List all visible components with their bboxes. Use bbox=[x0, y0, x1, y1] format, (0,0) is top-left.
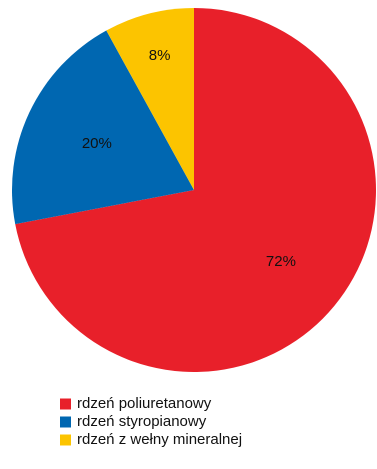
legend-label-rdzen-poliuretanowy: rdzeń poliuretanowy bbox=[77, 395, 212, 412]
legend-swatch-rdzen-poliuretanowy bbox=[60, 398, 71, 410]
legend-swatch-rdzen-z-welny-mineralnej bbox=[60, 434, 71, 446]
pie-slice-rdzen-z-welny-mineralnej bbox=[106, 8, 194, 190]
slice-value-label-rdzen-z-welny-mineralnej: 8% bbox=[149, 47, 171, 64]
legend-label-rdzen-styropianowy: rdzeń styropianowy bbox=[77, 413, 207, 430]
pie-slice-rdzen-styropianowy bbox=[11, 30, 194, 225]
pie-slices bbox=[11, 8, 376, 372]
legend-label-rdzen-z-welny-mineralnej: rdzeń z wełny mineralnej bbox=[77, 431, 242, 448]
legend-swatch-rdzen-styropianowy bbox=[60, 416, 71, 428]
slice-value-label-rdzen-styropianowy: 20% bbox=[82, 135, 112, 152]
pie-slice-labels: 72% 20% 8% bbox=[82, 47, 296, 270]
slice-value-label-rdzen-poliuretanowy: 72% bbox=[266, 253, 296, 270]
pie-slice-rdzen-poliuretanowy bbox=[15, 8, 376, 372]
